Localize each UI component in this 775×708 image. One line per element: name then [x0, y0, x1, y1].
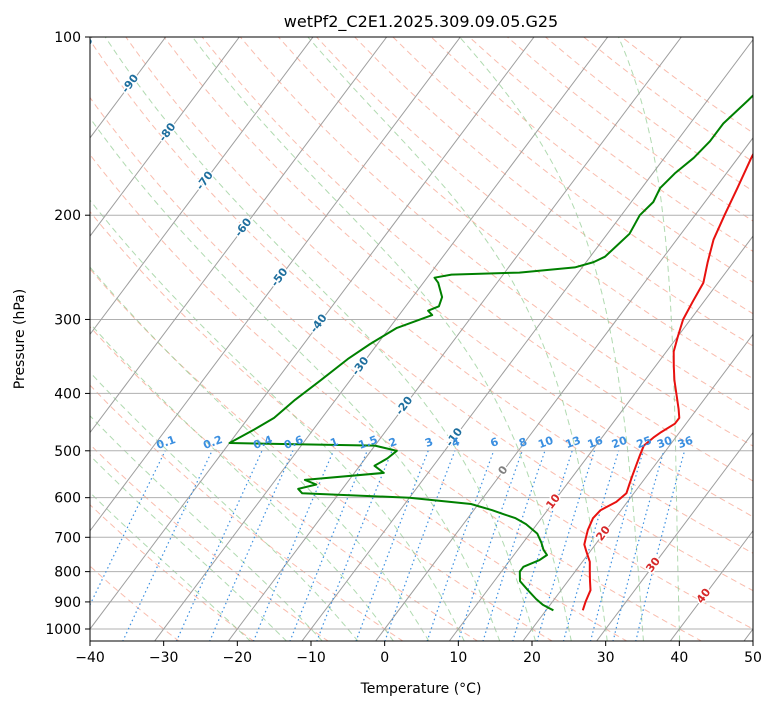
y-axis-label: Pressure (hPa) [12, 289, 28, 389]
x-tick-label: −30 [149, 650, 179, 666]
chart-title: wetPf2_C2E1.2025.309.09.05.G25 [284, 12, 558, 32]
isotherm-line [669, 529, 753, 641]
dry-adiabat-line [163, 37, 753, 518]
x-tick-label: −40 [75, 650, 105, 666]
plot-frame [89, 36, 754, 642]
dry-adiabat-line [90, 210, 628, 641]
mixing-ratio-label: 4 [450, 435, 462, 450]
x-tick-label: 30 [597, 650, 615, 666]
y-tick-label: 600 [54, 491, 81, 507]
mixing-ratio-label: 1.5 [357, 433, 380, 452]
mixing-ratio-line [426, 450, 495, 641]
x-tick-label: 50 [744, 650, 762, 666]
x-tick-label: −10 [296, 650, 326, 666]
mixing-ratio-label: 36 [676, 434, 695, 452]
y-tick-label: 500 [54, 444, 81, 460]
mixing-ratio-label: 30 [655, 434, 674, 452]
isotherm-line [227, 37, 682, 641]
mixing-ratio-line [90, 450, 166, 607]
mixing-ratio-line [316, 450, 393, 641]
x-tick-label: −20 [223, 650, 253, 666]
dry-adiabat-line [90, 268, 554, 641]
mixing-ratio-label: 13 [564, 434, 583, 451]
mixing-ratio-line [562, 450, 620, 641]
mixing-ratio-lines [90, 450, 686, 641]
moist-adiabat-line [90, 371, 359, 641]
mixing-ratio-label: 0.4 [251, 433, 274, 452]
mixing-ratio-label: 0.2 [201, 433, 224, 452]
isotherms [90, 37, 753, 641]
y-tick-label: 700 [54, 530, 81, 546]
moist-adiabat-line [90, 454, 288, 641]
dry-adiabat-line [354, 37, 753, 347]
mixing-ratio-label: 0.1 [155, 433, 178, 452]
profile-series [228, 94, 753, 612]
isotherm-line [90, 37, 535, 630]
isotherm-line [154, 37, 609, 641]
y-tick-label: 1000 [45, 622, 81, 638]
mixing-ratio-label: 6 [489, 435, 501, 450]
moist-adiabat-line [90, 266, 430, 641]
mixing-ratio-label: 16 [586, 434, 605, 452]
mixing-ratio-label: 3 [423, 435, 435, 450]
isotherm-line [301, 38, 753, 641]
mixing-ratio-line [457, 450, 523, 641]
isotherm-line [90, 37, 314, 336]
mixing-ratio-label: 0.6 [282, 433, 305, 452]
pressure-gridlines [90, 37, 753, 630]
temperature-profile-line [581, 152, 753, 611]
isotherm-line [90, 37, 461, 532]
mixing-ratio-label: 20 [610, 434, 629, 452]
isotherm-line [90, 37, 240, 237]
mixing-ratio-label: 1 [328, 435, 340, 450]
moist-adiabat-line [90, 199, 465, 641]
mixing-ratio-label: 10 [536, 434, 555, 452]
moist-adiabat-line [104, 37, 536, 641]
moist-adiabat-line [90, 415, 323, 641]
x-axis-ticks: −40 −30 −20 −10 0 10 20 30 40 50 [75, 641, 762, 666]
y-tick-label: 100 [54, 30, 81, 46]
isotherm-line [90, 37, 167, 139]
isotherm-line [375, 137, 753, 641]
y-tick-label: 800 [54, 565, 81, 581]
mixing-ratio-line [355, 450, 429, 641]
mixing-ratio-line [289, 450, 368, 641]
mixing-ratio-line [482, 450, 546, 641]
y-tick-label: 200 [54, 208, 81, 224]
mixing-ratio-label: 2 [387, 435, 399, 450]
isotherm-line [596, 431, 753, 641]
y-tick-label: 400 [54, 386, 81, 402]
y-tick-label: 300 [54, 312, 81, 328]
dry-adiabat-line [430, 37, 753, 283]
isotherm-line [522, 333, 753, 641]
dry-adiabat-line [90, 153, 703, 641]
moist-adiabat-line [192, 37, 572, 641]
dewpoint-profile-line [228, 94, 753, 612]
dry-adiabat-line [90, 39, 753, 592]
isotherm-line [90, 37, 388, 434]
dry-adiabat-line [201, 37, 753, 482]
dry-adiabat-line [239, 37, 753, 447]
mixing-ratio-line [122, 450, 213, 641]
y-axis-ticks: 100 200 300 400 500 600 700 800 900 1000 [45, 30, 90, 638]
mixing-ratio-labels: 0.1 0.2 0.4 0.6 1 1.5 2 3 4 6 8 10 13 16 20 25 30 36 [155, 433, 695, 452]
x-axis-label: Temperature (°C) [360, 681, 482, 697]
mixing-ratio-line [512, 450, 573, 641]
mixing-ratio-line [536, 450, 595, 641]
isotherm-line [448, 235, 753, 641]
x-tick-label: 40 [670, 650, 688, 666]
x-tick-label: 0 [380, 650, 389, 666]
x-tick-label: 10 [449, 650, 467, 666]
moist-adiabat-line [90, 322, 394, 641]
dry-adiabat-line [392, 37, 753, 315]
moist-adiabat-line [459, 37, 644, 641]
dry-adiabat-line [90, 96, 753, 630]
dry-adiabat-line [90, 384, 404, 641]
mixing-ratio-label: 25 [635, 434, 654, 451]
x-tick-label: 20 [523, 650, 541, 666]
y-tick-label: 900 [54, 595, 81, 611]
moist-adiabat-line [618, 37, 681, 641]
mixing-ratio-label: 8 [517, 435, 529, 450]
